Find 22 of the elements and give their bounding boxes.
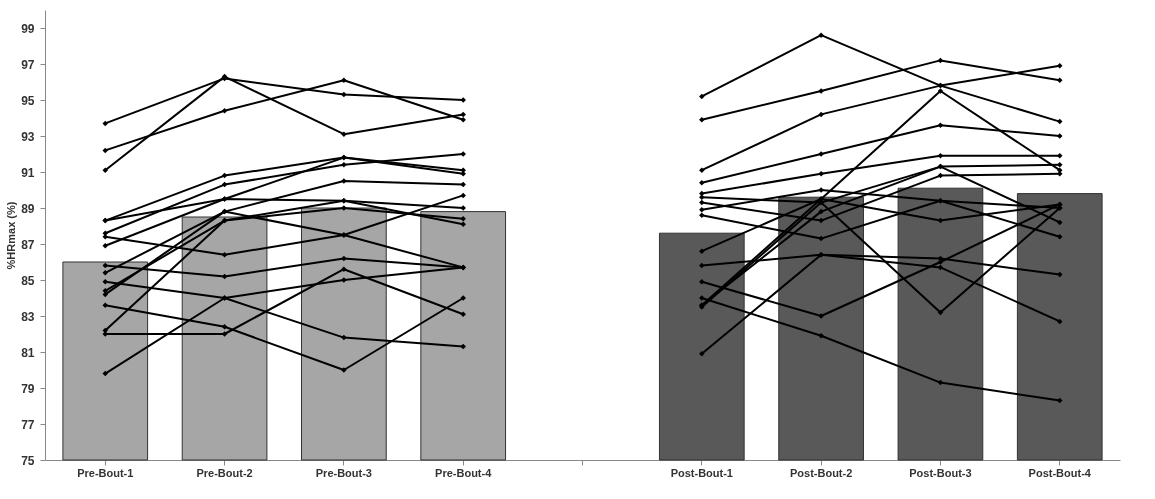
y-tick-label: 97 (21, 57, 35, 72)
y-tick-label: 91 (21, 165, 35, 180)
y-tick-label: 77 (21, 417, 35, 432)
y-tick-label: 99 (21, 21, 35, 36)
y-tick-label: 89 (21, 201, 35, 216)
y-axis-title: %HRmax (%) (5, 201, 18, 270)
x-tick-label: Post-Bout-2 (789, 466, 853, 479)
x-tick-label: Pre-Bout-1 (77, 466, 134, 479)
x-tick-label: Post-Bout-4 (1028, 466, 1092, 479)
y-tick-label: 81 (21, 345, 35, 360)
y-tick-label: 83 (21, 309, 35, 324)
x-tick-label: Pre-Bout-2 (196, 466, 253, 479)
x-tick-label: Post-Bout-3 (909, 466, 972, 479)
y-tick-label: 75 (21, 453, 35, 468)
x-tick-label: Post-Bout-1 (670, 466, 733, 479)
y-tick-label: 79 (21, 381, 35, 396)
x-tick-label: Pre-Bout-4 (435, 466, 493, 479)
y-tick-label: 95 (21, 93, 35, 108)
x-tick-label: Pre-Bout-3 (315, 466, 372, 479)
y-tick-label: 85 (21, 273, 35, 288)
y-tick-label: 93 (21, 129, 35, 144)
y-tick-label: 87 (21, 237, 35, 252)
